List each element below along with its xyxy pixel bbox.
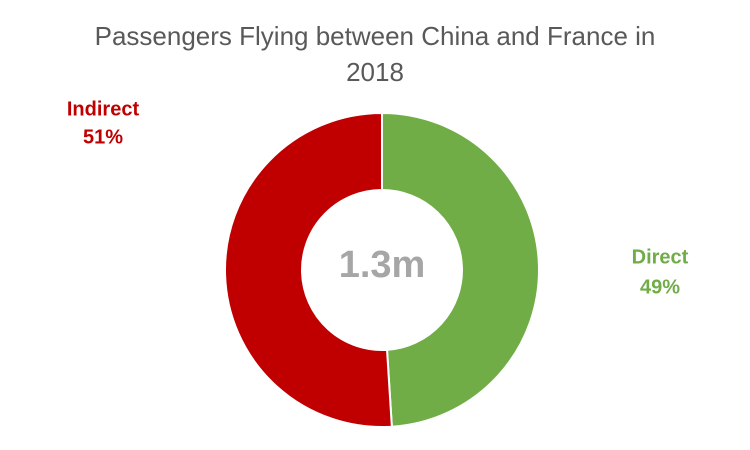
donut-segment <box>381 111 540 428</box>
center-label: 1.3m <box>339 244 426 286</box>
donut-segment <box>223 111 393 428</box>
chart-title: Passengers Flying between China and Fran… <box>94 21 656 87</box>
value-label: 49% <box>640 276 680 298</box>
category-label: Indirect <box>67 98 140 120</box>
value-label: 51% <box>83 126 123 148</box>
category-label: Direct <box>632 246 689 268</box>
